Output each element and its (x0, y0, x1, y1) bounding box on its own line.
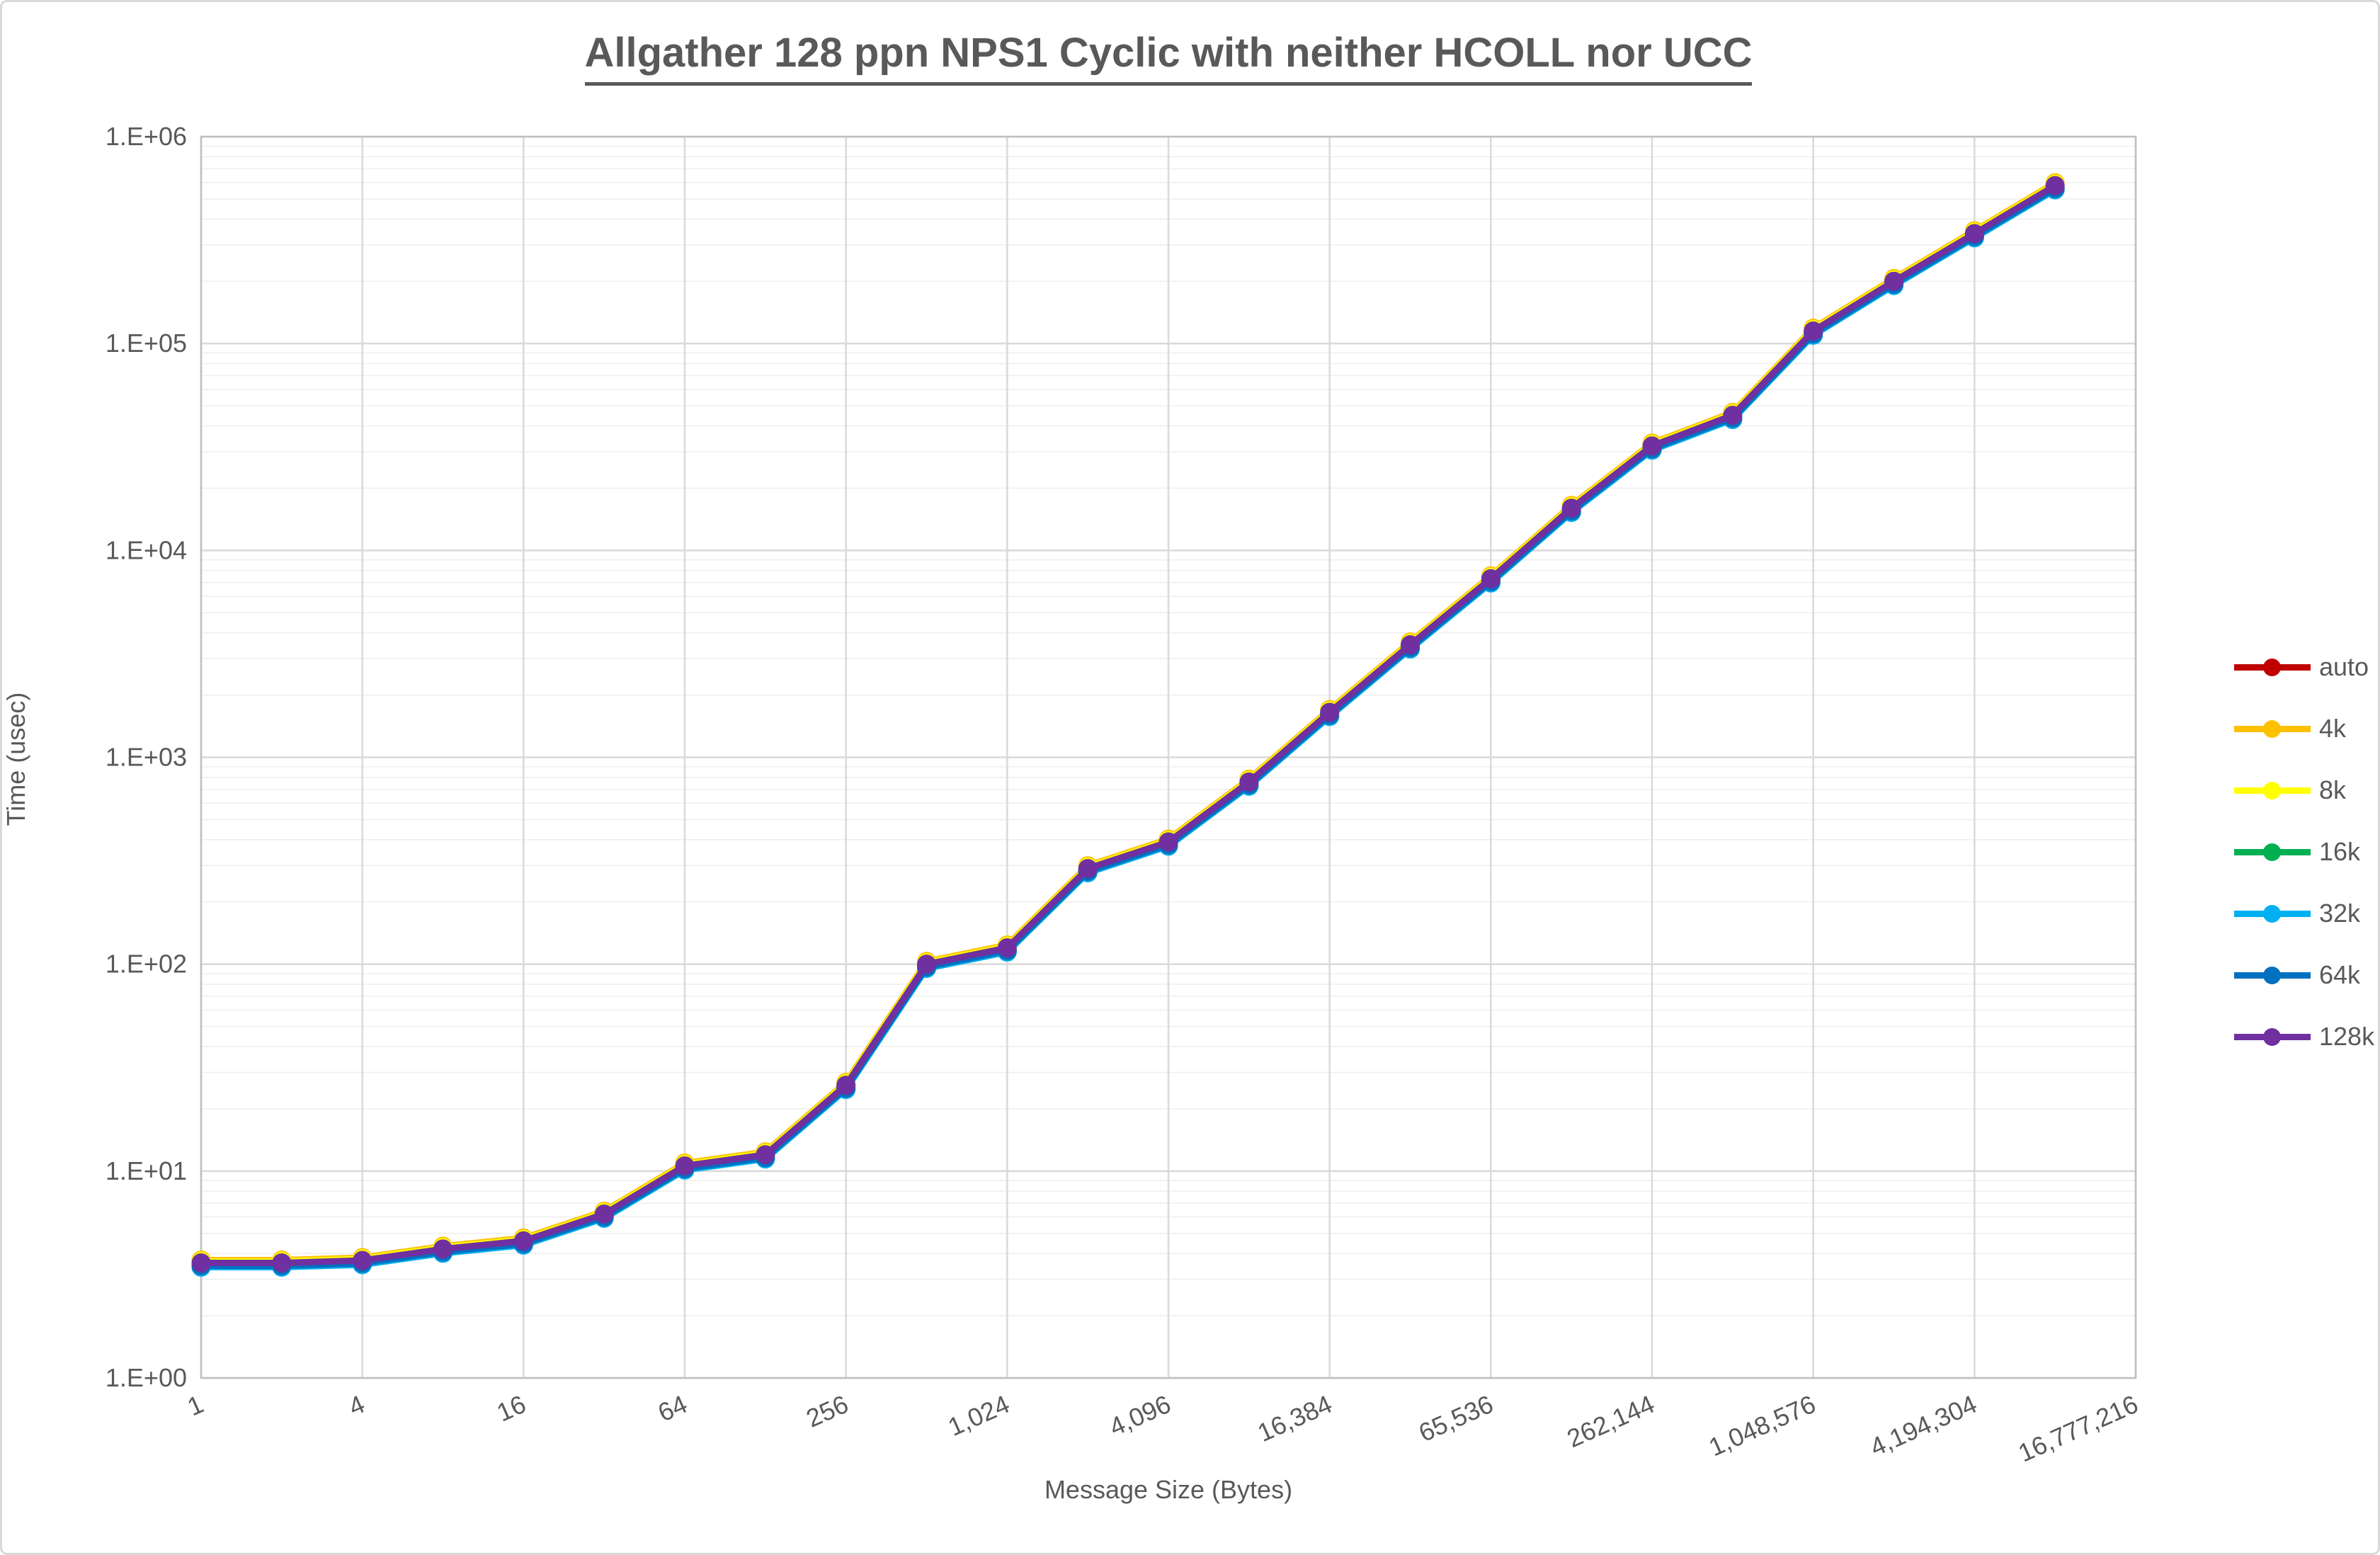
series-marker-128k (1401, 635, 1420, 655)
x-tick-label: 16,384 (1253, 1389, 1336, 1447)
legend-item-32k[interactable]: 32k (2234, 897, 2374, 930)
legend-dot-icon (2263, 1027, 2281, 1046)
y-tick-label: 1.E+04 (106, 535, 187, 564)
series-marker-128k (917, 955, 936, 974)
chart-title-text: Allgather 128 ppn NPS1 Cyclic with neith… (584, 29, 1753, 86)
legend-dot-icon (2263, 843, 2281, 861)
x-tick-label: 1 (183, 1389, 207, 1422)
y-tick-label: 1.E+01 (106, 1156, 187, 1185)
series-marker-128k (1964, 224, 1984, 244)
legend-dot-icon (2263, 781, 2281, 799)
legend-label: 16k (2319, 837, 2361, 866)
series-line-128k (201, 183, 2057, 1266)
series-marker-128k (513, 1231, 533, 1251)
series-marker-128k (353, 1251, 372, 1270)
y-tick-label: 1.E+06 (106, 122, 187, 151)
legend-label: 4k (2319, 714, 2347, 743)
legend-dot-icon (2263, 658, 2281, 676)
series-line-64k (201, 186, 2057, 1269)
legend-item-16k[interactable]: 16k (2234, 836, 2374, 868)
legend-dot-icon (2263, 904, 2281, 923)
legend-marker-icon (2234, 658, 2311, 676)
series-marker-128k (1481, 569, 1501, 588)
series-marker-128k (272, 1253, 292, 1272)
x-tick-label: 1,048,576 (1704, 1389, 1820, 1462)
series-marker-128k (1239, 772, 1259, 792)
legend-label: 128k (2319, 1022, 2375, 1051)
legend-marker-icon (2234, 1027, 2311, 1046)
series-line-16k (201, 184, 2057, 1268)
series-marker-128k (594, 1204, 614, 1224)
y-tick-label: 1.E+05 (106, 329, 187, 358)
series-marker-128k (1642, 436, 1662, 456)
series-marker-128k (1158, 832, 1178, 852)
series-marker-128k (836, 1076, 856, 1095)
legend-item-auto[interactable]: auto (2234, 651, 2374, 683)
series-marker-128k (756, 1145, 775, 1165)
series-marker-128k (997, 938, 1017, 958)
series-marker-128k (191, 1253, 211, 1272)
series-marker-128k (1723, 405, 1743, 425)
x-axis-title: Message Size (Bytes) (1044, 1475, 1293, 1504)
x-tick-label: 65,536 (1414, 1389, 1497, 1447)
x-tick-label: 4,194,304 (1866, 1389, 1981, 1462)
legend-item-128k[interactable]: 128k (2234, 1020, 2374, 1053)
x-tick-label: 64 (654, 1389, 691, 1428)
legend-item-4k[interactable]: 4k (2234, 712, 2374, 745)
series-line-auto (201, 186, 2057, 1270)
series-marker-128k (675, 1156, 695, 1175)
legend-label: auto (2319, 652, 2369, 681)
series-marker-128k (1884, 271, 1903, 291)
legend-marker-icon (2234, 781, 2311, 799)
x-tick-label: 256 (802, 1389, 853, 1433)
y-tick-label: 1.E+00 (106, 1363, 187, 1392)
x-tick-label: 16,777,216 (2014, 1389, 2142, 1468)
plot-border (200, 135, 2137, 1379)
x-tick-label: 4,096 (1105, 1389, 1175, 1442)
x-tick-label: 4 (344, 1389, 369, 1422)
legend-label: 64k (2319, 960, 2361, 989)
legend-item-8k[interactable]: 8k (2234, 774, 2374, 807)
chart-title: Allgather 128 ppn NPS1 Cyclic with neith… (201, 29, 2136, 86)
series-marker-128k (1320, 702, 1340, 722)
x-tick-label: 262,144 (1563, 1389, 1659, 1453)
series-marker-128k (433, 1239, 452, 1259)
legend-dot-icon (2263, 719, 2281, 738)
series-line-32k (201, 187, 2057, 1270)
legend: auto 4k 8k 16k 32k 64k 128k (2234, 651, 2374, 1082)
series-line-8k (201, 181, 2057, 1265)
legend-marker-icon (2234, 843, 2311, 861)
x-tick-label: 1,024 (944, 1389, 1014, 1442)
legend-marker-icon (2234, 719, 2311, 738)
legend-item-64k[interactable]: 64k (2234, 959, 2374, 991)
legend-marker-icon (2234, 966, 2311, 984)
y-tick-label: 1.E+02 (106, 950, 187, 979)
y-tick-label: 1.E+03 (106, 743, 187, 772)
series-marker-128k (1804, 321, 1823, 341)
series-marker-128k (1561, 499, 1581, 518)
legend-label: 8k (2319, 775, 2347, 804)
series-marker-128k (2045, 176, 2065, 195)
legend-dot-icon (2263, 966, 2281, 984)
x-tick-label: 16 (492, 1389, 530, 1428)
legend-marker-icon (2234, 904, 2311, 923)
series-marker-128k (1078, 859, 1098, 879)
legend-label: 32k (2319, 899, 2361, 928)
y-axis-title: Time (usec) (1, 692, 30, 826)
